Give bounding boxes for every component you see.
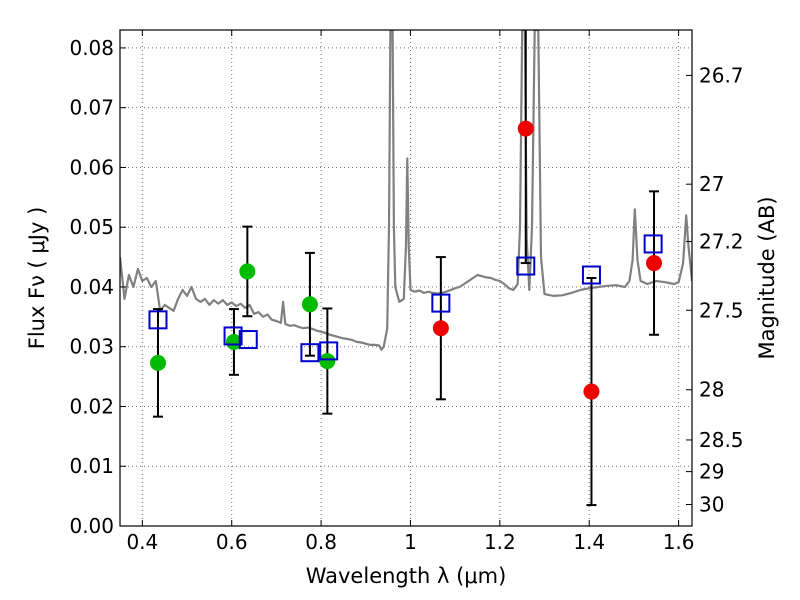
y2-tick-label: 27.5 [699, 298, 744, 322]
x-tick-label: 0.6 [216, 530, 248, 554]
y-tick-label: 0.07 [69, 96, 114, 120]
x-tick-label: 1 [404, 530, 417, 554]
data-point [432, 320, 449, 337]
x-axis-label: Wavelength λ (μm) [306, 564, 507, 588]
y-tick-label: 0.00 [69, 514, 114, 538]
model-point [300, 343, 320, 363]
y-axis-label: Flux Fν ( μJy ) [25, 207, 49, 350]
y2-tick-label: 28 [699, 378, 724, 402]
tick-labels: 0.4 0.6 0.8 1 1.2 1.4 1.6 0.00 0.01 0.02 0.03 0.04 0… [69, 36, 743, 554]
data-point [319, 353, 336, 370]
plot-frame [119, 29, 693, 527]
data-point [517, 120, 534, 137]
y2-tick-label: 30 [699, 492, 724, 516]
y-tick-label: 0.03 [69, 335, 114, 359]
data-point [301, 296, 318, 313]
y-tick-label: 0.01 [69, 454, 114, 478]
x-tick-label: 0.4 [126, 530, 158, 554]
model-point [643, 234, 663, 254]
plot-area [120, 30, 692, 507]
y-tick-label: 0.04 [69, 275, 114, 299]
model-point [238, 330, 258, 350]
x-tick-label: 1.2 [484, 530, 516, 554]
x-tick-label: 1.6 [663, 530, 695, 554]
data-point [646, 255, 663, 272]
y2-axis-label: Magnitude (AB) [755, 196, 779, 359]
y2-tick-label: 26.7 [699, 63, 744, 87]
ticks [120, 30, 692, 527]
data-point [149, 354, 166, 371]
x-tick-label: 1.4 [573, 530, 605, 554]
y-tick-label: 0.06 [69, 155, 114, 179]
model-point [581, 265, 601, 285]
model-point [148, 310, 168, 330]
model-point [516, 256, 536, 276]
data-point [583, 383, 600, 400]
spectrum-line [120, 30, 692, 351]
y-tick-label: 0.02 [69, 394, 114, 418]
y-tick-label: 0.05 [69, 215, 114, 239]
model-point [431, 293, 451, 313]
model-point [319, 341, 339, 361]
model-point [223, 326, 243, 346]
y2-tick-label: 29 [699, 460, 724, 484]
y-tick-label: 0.08 [69, 36, 114, 60]
y2-tick-label: 27 [699, 172, 724, 196]
y2-tick-label: 27.2 [699, 230, 744, 254]
x-tick-label: 0.8 [305, 530, 337, 554]
data-point [239, 263, 256, 280]
y2-tick-label: 28.5 [699, 428, 744, 452]
